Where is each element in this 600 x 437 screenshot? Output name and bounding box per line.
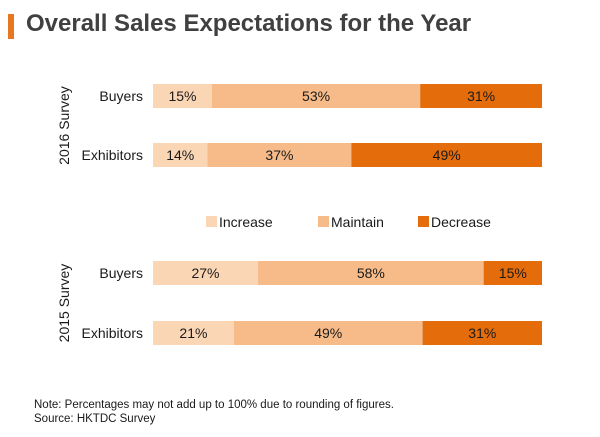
row-label: Buyers — [99, 265, 143, 281]
row-label: Buyers — [99, 88, 143, 104]
data-label: 31% — [468, 325, 496, 341]
legend-label: Decrease — [431, 214, 491, 230]
data-label: 49% — [433, 147, 461, 163]
data-label: 15% — [499, 265, 527, 281]
legend-label: Maintain — [331, 214, 384, 230]
data-label: 15% — [168, 88, 196, 104]
data-label: 37% — [265, 147, 293, 163]
group-label: 2016 Survey — [56, 86, 72, 165]
bar-segment — [258, 261, 484, 285]
bar-segment — [211, 84, 421, 108]
data-label: 58% — [357, 265, 385, 281]
bar-segment — [233, 321, 423, 345]
chart-notes: Note: Percentages may not add up to 100%… — [34, 398, 394, 426]
bar-segment — [483, 261, 542, 285]
bar-segment — [422, 321, 542, 345]
row-label: Exhibitors — [82, 325, 143, 341]
rounding-note: Note: Percentages may not add up to 100%… — [34, 399, 394, 411]
title-accent-bar — [8, 14, 14, 39]
row-label: Exhibitors — [82, 147, 143, 163]
data-label: 27% — [191, 265, 219, 281]
data-label: 21% — [179, 325, 207, 341]
legend-swatch — [418, 216, 429, 227]
bar-segment — [153, 321, 234, 345]
bar-segment — [351, 143, 542, 167]
data-label: 14% — [166, 147, 194, 163]
chart-title: Overall Sales Expectations for the Year — [26, 10, 472, 37]
data-label: 53% — [302, 88, 330, 104]
legend-swatch — [318, 216, 329, 227]
bar-segment — [420, 84, 542, 108]
bar-segment — [207, 143, 352, 167]
data-label: 31% — [467, 88, 495, 104]
group-label: 2015 Survey — [56, 264, 72, 343]
legend-swatch — [206, 216, 217, 227]
legend-label: Increase — [219, 214, 273, 230]
bar-segment — [153, 261, 259, 285]
bar-segment — [153, 143, 208, 167]
source-note: Source: HKTDC Survey — [34, 413, 156, 425]
bar-segment — [153, 84, 212, 108]
data-label: 49% — [314, 325, 342, 341]
